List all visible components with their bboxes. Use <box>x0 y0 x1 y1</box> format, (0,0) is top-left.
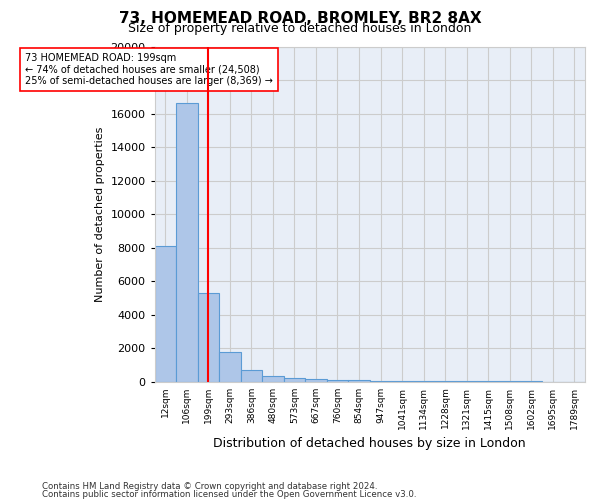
Bar <box>327 380 348 382</box>
Text: Contains public sector information licensed under the Open Government Licence v3: Contains public sector information licen… <box>42 490 416 499</box>
Bar <box>370 380 391 382</box>
Bar <box>348 380 370 382</box>
Y-axis label: Number of detached properties: Number of detached properties <box>95 126 105 302</box>
Bar <box>262 376 284 382</box>
Text: 73 HOMEMEAD ROAD: 199sqm
← 74% of detached houses are smaller (24,508)
25% of se: 73 HOMEMEAD ROAD: 199sqm ← 74% of detach… <box>25 53 273 86</box>
Bar <box>434 381 456 382</box>
Bar <box>456 381 478 382</box>
Bar <box>305 379 326 382</box>
Bar <box>284 378 305 382</box>
Bar <box>391 380 413 382</box>
Bar <box>197 293 219 382</box>
X-axis label: Distribution of detached houses by size in London: Distribution of detached houses by size … <box>214 437 526 450</box>
Bar <box>155 246 176 382</box>
Bar <box>176 104 197 382</box>
Text: Size of property relative to detached houses in London: Size of property relative to detached ho… <box>128 22 472 35</box>
Text: Contains HM Land Registry data © Crown copyright and database right 2024.: Contains HM Land Registry data © Crown c… <box>42 482 377 491</box>
Bar <box>219 352 241 382</box>
Bar <box>413 381 434 382</box>
Bar <box>241 370 262 382</box>
Text: 73, HOMEMEAD ROAD, BROMLEY, BR2 8AX: 73, HOMEMEAD ROAD, BROMLEY, BR2 8AX <box>119 11 481 26</box>
